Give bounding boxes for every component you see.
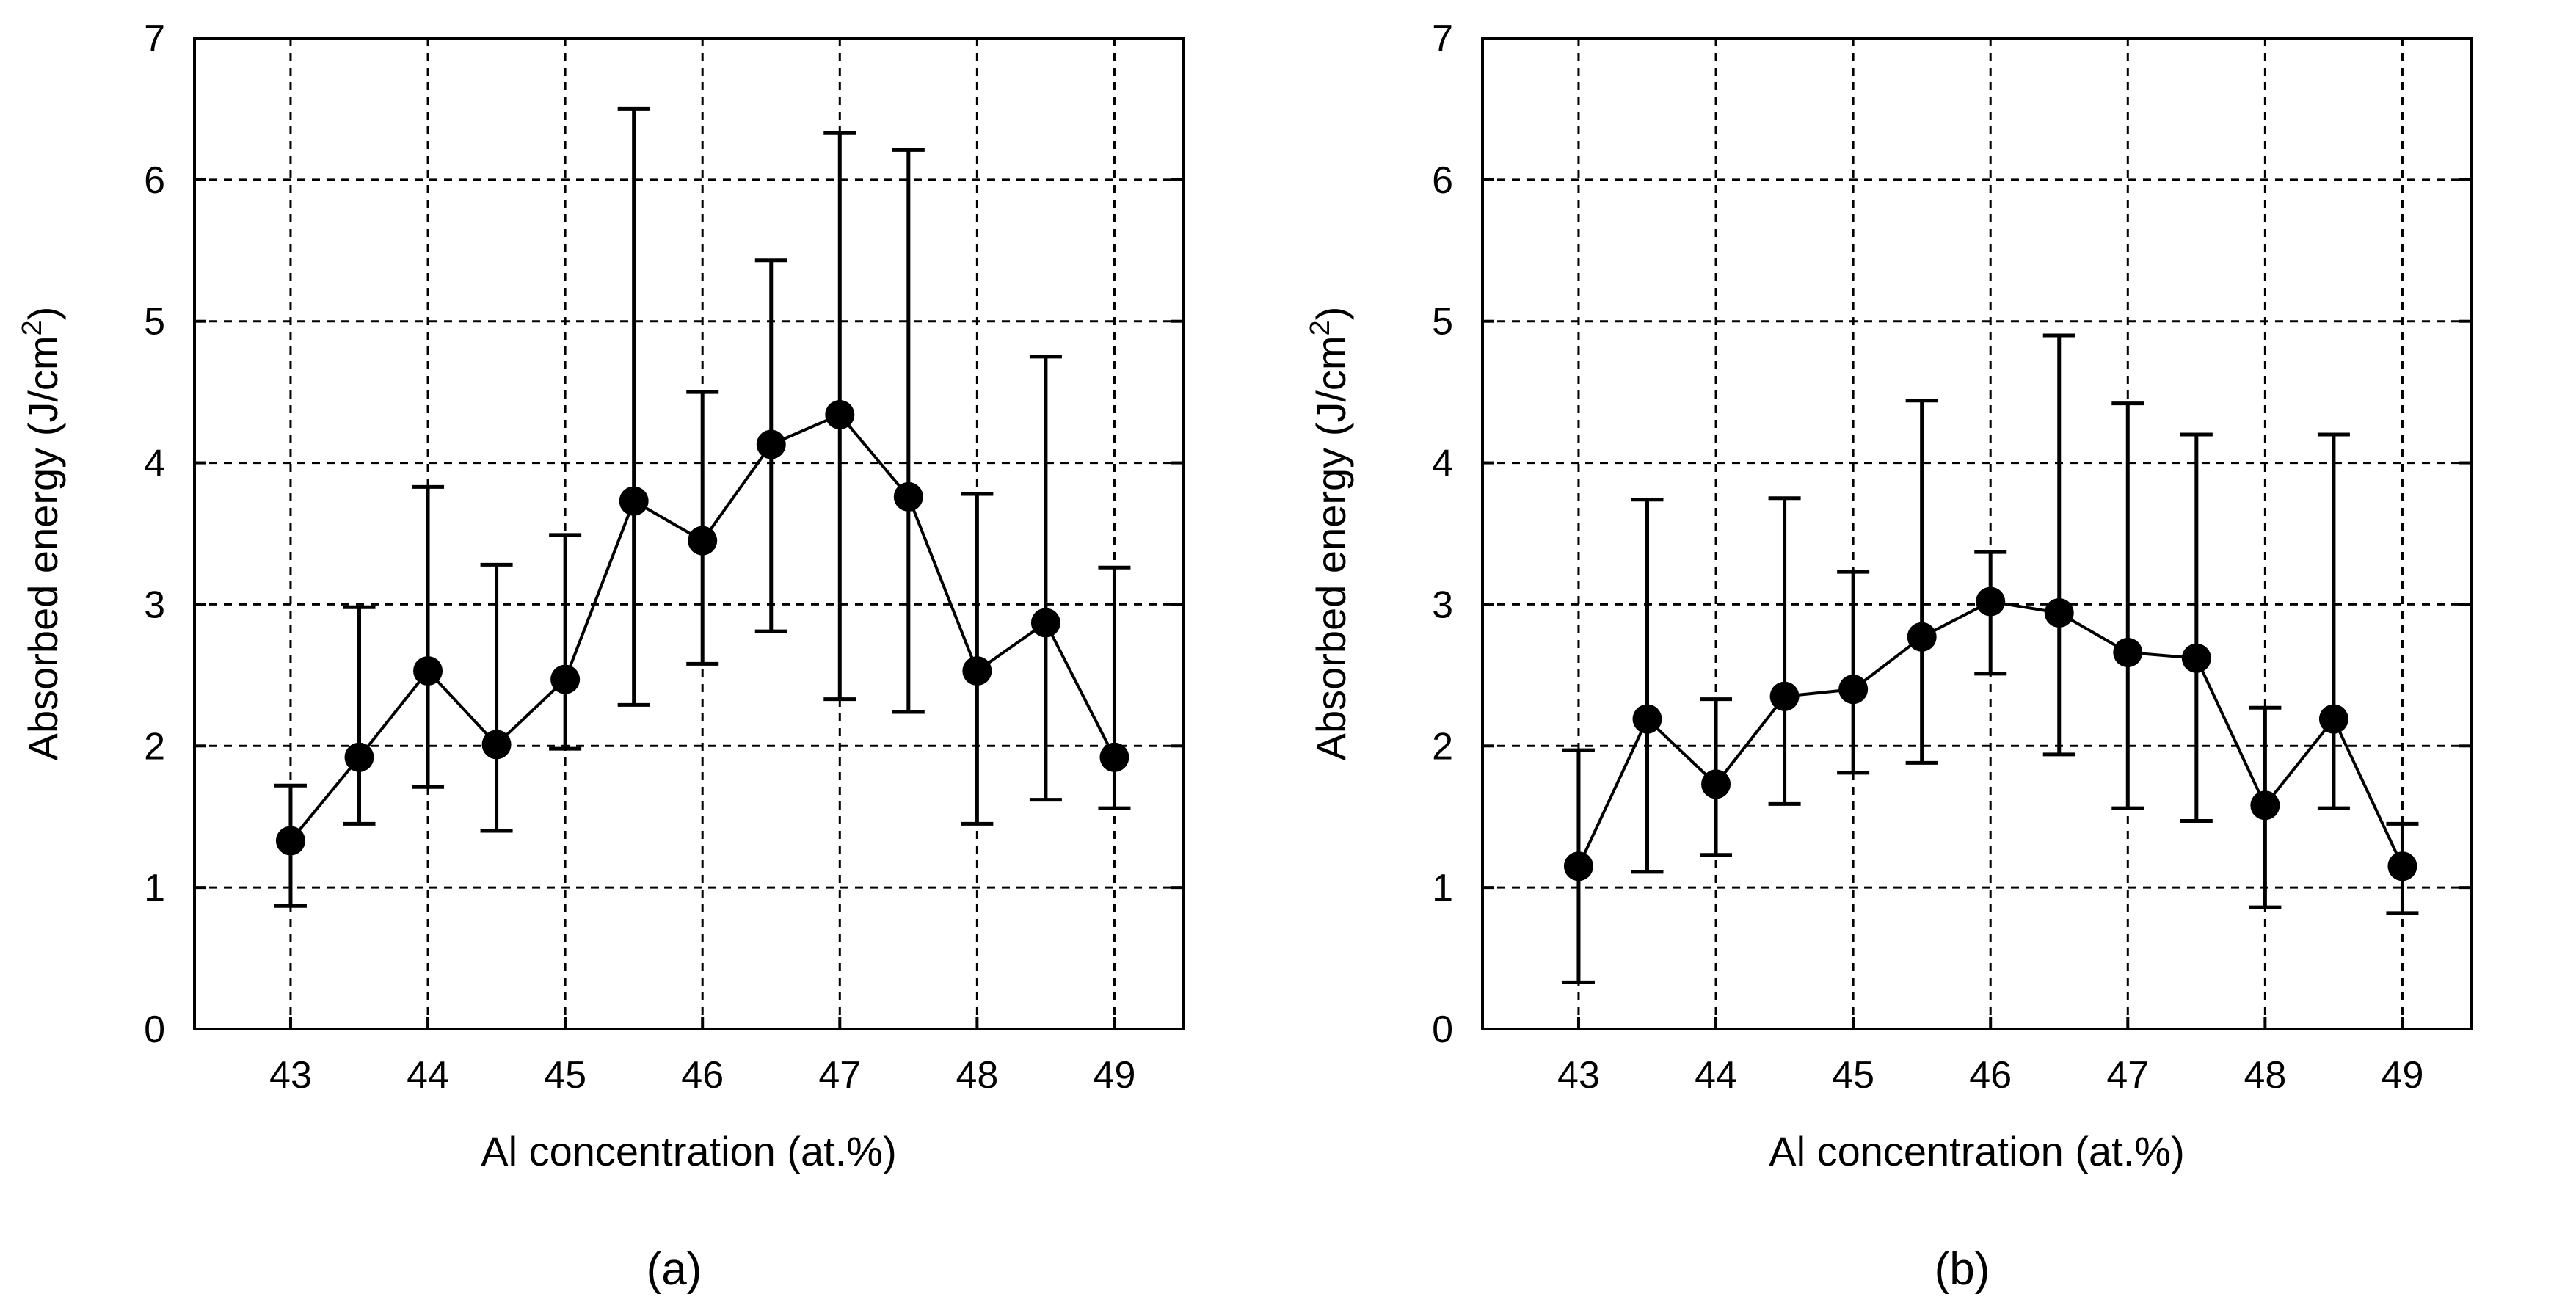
x-tick-label: 43 — [269, 1054, 312, 1097]
data-point — [1632, 704, 1662, 734]
y-tick-label: 6 — [1432, 159, 1453, 202]
y-tick-label: 3 — [144, 584, 165, 626]
data-point — [413, 656, 443, 686]
y-tick-label: 6 — [144, 159, 165, 202]
error-bar — [412, 484, 445, 789]
data-point — [756, 429, 786, 459]
y-tick-label: 5 — [1432, 301, 1453, 343]
y-tick-label: 2 — [144, 725, 165, 768]
panel-label-b: (b) — [1935, 1244, 1990, 1295]
x-tick-label: 49 — [1094, 1054, 1136, 1097]
data-point — [481, 730, 512, 760]
x-tick-label: 46 — [1969, 1054, 2012, 1097]
y-tick-label: 4 — [1432, 443, 1453, 485]
x-tick-label: 45 — [544, 1054, 586, 1097]
y-tick-label: 3 — [1432, 584, 1453, 626]
error-bar — [2042, 333, 2075, 757]
x-axis-label: Al concentration (at.%) — [1769, 1128, 2184, 1174]
error-bar — [2317, 432, 2350, 810]
x-tick-label: 44 — [407, 1054, 449, 1097]
data-point — [2113, 638, 2143, 667]
data-point — [1907, 622, 1937, 652]
error-bar — [1029, 355, 1062, 802]
panel-label-a: (a) — [647, 1244, 702, 1295]
y-tick-label: 0 — [1432, 1008, 1453, 1051]
data-point — [344, 742, 374, 772]
y-tick-label: 7 — [144, 18, 165, 60]
error-bar — [1837, 570, 1870, 775]
data-point — [1769, 681, 1800, 711]
data-point — [962, 656, 992, 686]
data-point — [1563, 851, 1593, 881]
x-tick-label: 49 — [2382, 1054, 2424, 1097]
data-point — [688, 526, 718, 556]
y-axis-label-text: Absorbed energy (J/cm — [20, 335, 66, 760]
x-tick-label: 48 — [956, 1054, 998, 1097]
data-point — [893, 481, 923, 512]
y-axis-label-superscript: 2 — [17, 320, 48, 335]
error-bar — [1768, 496, 1801, 806]
data-point — [2044, 598, 2074, 628]
plot-frame — [1481, 37, 2473, 1030]
error-bar — [480, 562, 513, 833]
data-point — [550, 664, 581, 694]
y-tick-label: 0 — [144, 1008, 165, 1051]
data-point — [1099, 742, 1129, 772]
y-tick-label: 7 — [1432, 18, 1453, 60]
data-point — [2387, 851, 2417, 881]
error-bar — [617, 106, 650, 707]
error-bar — [1905, 399, 1938, 765]
y-axis-label: Absorbed energy (J/cm2) — [1305, 307, 1354, 761]
y-tick-label: 1 — [1432, 867, 1453, 909]
y-tick-label: 5 — [144, 301, 165, 343]
x-tick-label: 45 — [1832, 1054, 1874, 1097]
x-tick-label: 48 — [2244, 1054, 2286, 1097]
y-tick-label: 1 — [144, 867, 165, 909]
error-bar — [343, 605, 376, 826]
x-tick-label: 47 — [2106, 1054, 2149, 1097]
y-axis-label-close: ) — [20, 307, 66, 321]
x-tick-label: 43 — [1557, 1054, 1600, 1097]
data-point — [619, 486, 649, 516]
data-point — [2250, 790, 2280, 821]
error-bar — [892, 148, 925, 714]
error-bar — [1631, 498, 1664, 874]
data-point — [2181, 643, 2211, 673]
data-point — [1701, 769, 1731, 799]
data-point — [2318, 704, 2348, 734]
x-tick-label: 46 — [681, 1054, 724, 1097]
y-tick-label: 4 — [144, 443, 165, 485]
data-point — [1976, 586, 2006, 617]
y-axis-label-close: ) — [1308, 307, 1354, 321]
error-bar — [549, 533, 582, 751]
error-bar — [2180, 432, 2213, 823]
y-axis-label-text: Absorbed energy (J/cm — [1308, 335, 1354, 760]
x-tick-label: 44 — [1695, 1054, 1737, 1097]
x-axis-label: Al concentration (at.%) — [481, 1128, 896, 1174]
data-point — [1030, 608, 1060, 638]
y-axis-label: Absorbed energy (J/cm2) — [17, 307, 66, 761]
x-tick-label: 47 — [818, 1054, 861, 1097]
data-point — [275, 826, 305, 856]
error-bar — [2111, 401, 2144, 810]
plot-frame — [193, 37, 1185, 1030]
y-tick-label: 2 — [1432, 725, 1453, 768]
y-axis-label-superscript: 2 — [1305, 320, 1336, 335]
data-point — [825, 400, 855, 429]
data-point — [1838, 675, 1869, 705]
